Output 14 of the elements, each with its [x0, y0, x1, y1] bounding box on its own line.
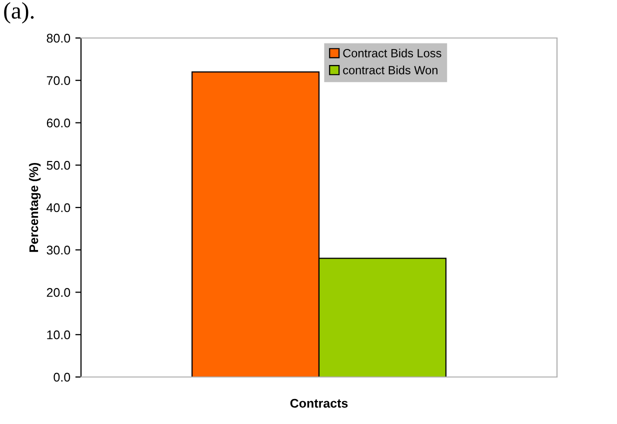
x-axis-title: Contracts [290, 398, 348, 408]
legend-label: Contract Bids Loss [343, 48, 442, 58]
y-tick-label: 30.0 [46, 246, 70, 255]
y-tick-label: 70.0 [46, 76, 70, 86]
y-axis-title: Percentage (%) [28, 162, 41, 252]
y-tick-label: 60.0 [46, 118, 70, 128]
y-tick-label: 0.0 [54, 372, 70, 382]
y-tick-label: 50.0 [46, 160, 70, 170]
y-tick-label: 20.0 [46, 288, 70, 297]
y-tick-label: 80.0 [46, 34, 70, 43]
legend-label: contract Bids Won [343, 66, 438, 74]
chart-title: (a). [4, 2, 34, 24]
y-tick-label: 40.0 [46, 203, 70, 212]
y-tick-label: 10.0 [47, 330, 70, 340]
